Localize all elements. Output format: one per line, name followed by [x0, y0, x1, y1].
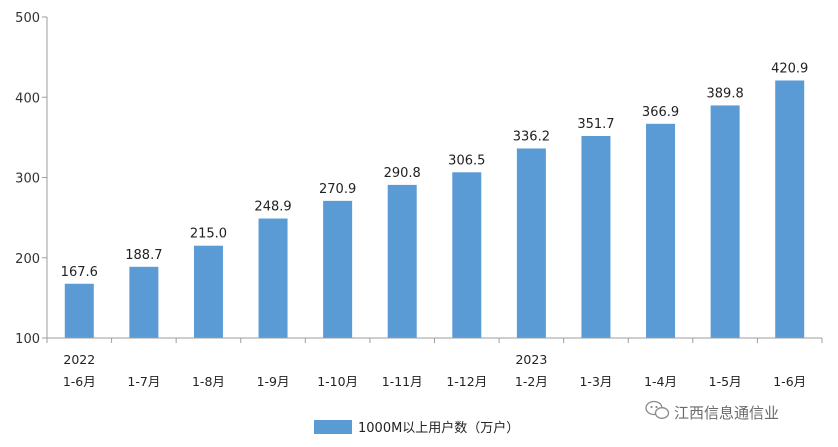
- data-label: 167.6: [61, 265, 98, 280]
- watermark: 江西信息通信业: [645, 400, 779, 422]
- bar: [258, 218, 288, 338]
- y-tick-label: 400: [15, 91, 40, 106]
- y-tick-label: 500: [15, 11, 40, 26]
- bar: [452, 172, 482, 338]
- x-tick-label: 1-7月: [127, 374, 160, 389]
- x-tick-label: 2022 1-6月: [63, 352, 96, 389]
- data-label: 420.9: [771, 61, 808, 76]
- y-tick-label: 200: [15, 252, 40, 267]
- bar: [775, 80, 805, 338]
- bar: [323, 200, 353, 338]
- data-label: 351.7: [577, 117, 614, 132]
- x-tick-label: 1-8月: [192, 374, 225, 389]
- bar: [193, 245, 223, 338]
- data-label: 248.9: [254, 200, 291, 215]
- bar: [581, 136, 611, 338]
- bar: [64, 283, 94, 338]
- legend-label: 1000M以上用户数（万户）: [358, 420, 519, 436]
- x-tick-label: 2023 1-2月: [515, 352, 548, 389]
- data-label: 336.2: [513, 129, 550, 144]
- x-tick-label: 1-5月: [709, 374, 742, 389]
- y-tick-label: 300: [15, 172, 40, 187]
- bar: [387, 184, 417, 338]
- bars: 167.6 188.7 215.0 248.9 270.9 290.8 306.5 336.2…: [61, 61, 808, 339]
- x-tick-label: 1-4月: [644, 374, 677, 389]
- x-tick-label: 1-9月: [257, 374, 290, 389]
- x-tick-label: 1-6月: [773, 374, 806, 389]
- data-label: 215.0: [190, 227, 227, 242]
- data-label: 188.7: [125, 248, 162, 263]
- data-label: 306.5: [448, 153, 485, 168]
- x-tick-label: 1-3月: [579, 374, 612, 389]
- bar: [516, 148, 546, 338]
- legend-swatch: [314, 420, 352, 434]
- data-label: 290.8: [384, 166, 421, 181]
- bar: [710, 105, 740, 338]
- y-axis: 100 200 300 400 500: [15, 11, 48, 347]
- y-tick-label: 100: [15, 332, 40, 347]
- wechat-icon: [645, 400, 670, 419]
- watermark-text: 江西信息通信业: [674, 404, 779, 422]
- data-label: 366.9: [642, 105, 679, 120]
- bar: [129, 266, 159, 338]
- data-label: 270.9: [319, 182, 356, 197]
- legend: 1000M以上用户数（万户）: [314, 420, 519, 436]
- x-tick-label: 1-11月: [382, 374, 423, 389]
- bar: [646, 123, 676, 339]
- x-tick-label: 1-12月: [446, 374, 487, 389]
- x-tick-label: 1-10月: [317, 374, 358, 389]
- data-label: 389.8: [707, 86, 744, 101]
- x-axis: 2022 1-6月 1-7月 1-8月 1-9月 1-10月 1-11月 1-12月 2023 1…: [46, 337, 823, 389]
